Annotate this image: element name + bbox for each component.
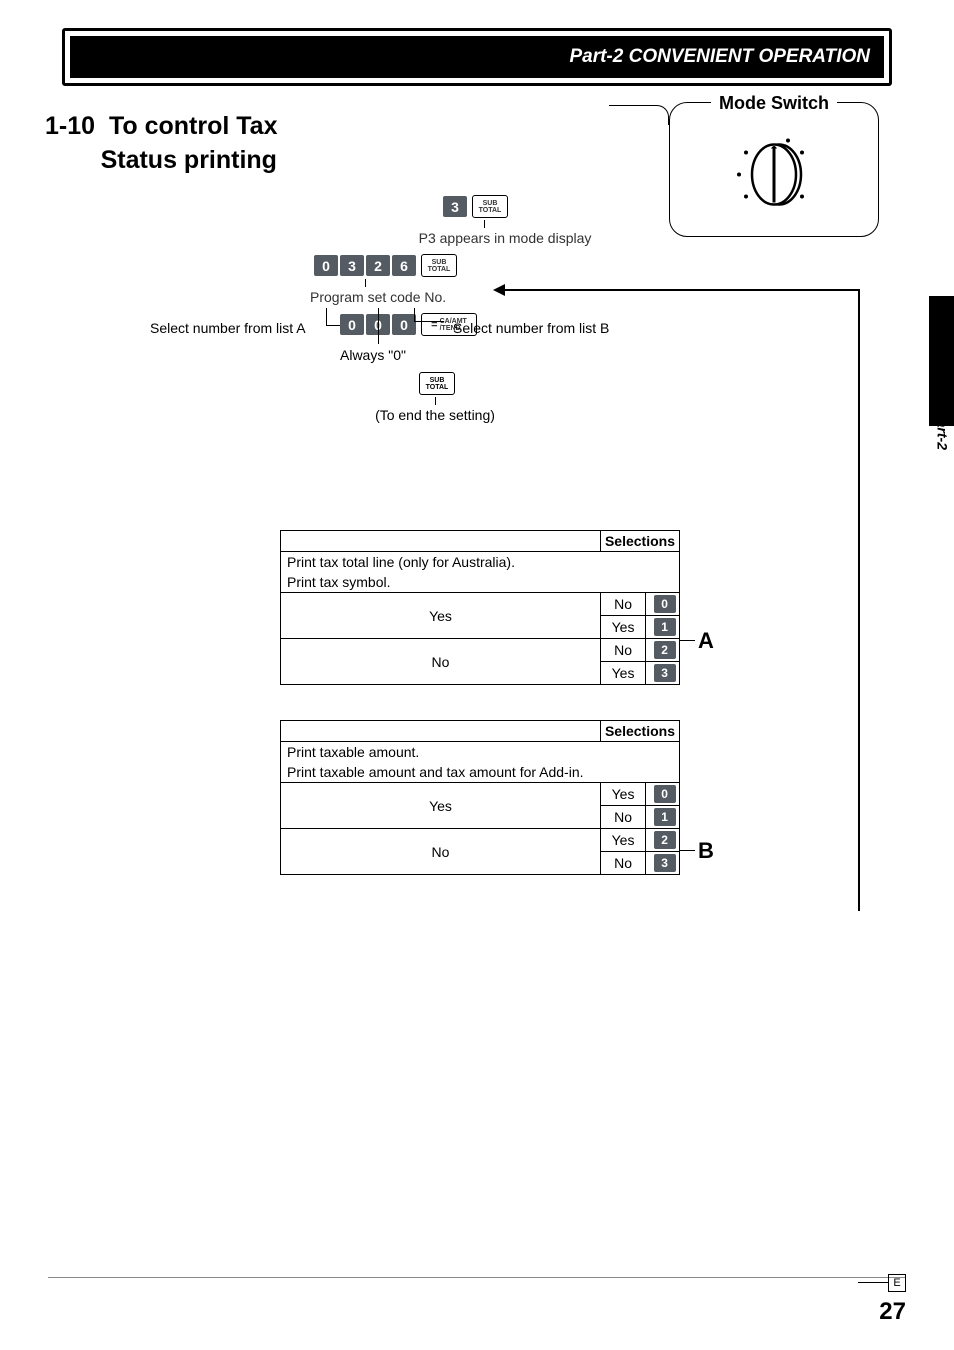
annot-always-0: Always "0" xyxy=(340,347,406,363)
subtotal-key-2: SUB TOTAL xyxy=(421,254,457,277)
letter-a: A xyxy=(698,628,714,654)
bracket-b xyxy=(414,308,444,322)
arrow-vert xyxy=(858,289,860,911)
key-3b: 3 xyxy=(340,255,364,276)
subtotal-key: SUB TOTAL xyxy=(472,195,508,218)
letter-b: B xyxy=(698,838,714,864)
tableA-sel-header: Selections xyxy=(600,531,679,552)
annot-list-b: Select number from list B xyxy=(453,320,609,336)
table-b: Selections Print taxable amount. Print t… xyxy=(280,720,680,875)
annot-list-a: Select number from list A xyxy=(150,320,306,336)
end-caption: (To end the setting) xyxy=(335,407,535,423)
subtotal-key-3: SUB TOTAL xyxy=(419,372,455,395)
step2-caption: Program set code No. xyxy=(310,289,800,305)
side-label: Part-2 xyxy=(935,410,951,450)
tableA-h2: Print tax symbol. xyxy=(281,572,680,593)
tableB-sel-header: Selections xyxy=(600,721,679,742)
arrow-icon xyxy=(495,289,555,291)
header-bar: Part-2 CONVENIENT OPERATION xyxy=(70,36,884,78)
side-tab xyxy=(929,296,954,426)
footer-line xyxy=(48,1277,906,1278)
key-0d: 0 xyxy=(392,314,416,335)
sub-bot: TOTAL xyxy=(479,207,502,214)
table-a: Selections Print tax total line (only fo… xyxy=(280,530,680,685)
page-number: 27 xyxy=(879,1298,906,1326)
footer-e: E xyxy=(888,1274,906,1292)
section-heading: 1-10 To control Tax Status printing xyxy=(45,110,277,178)
heading-num: 1-10 xyxy=(45,112,95,140)
tableA-r1-main: No xyxy=(281,639,601,685)
sub-top: SUB xyxy=(483,200,498,207)
key-0b: 0 xyxy=(340,314,364,335)
key-3: 3 xyxy=(443,196,467,217)
key-0: 0 xyxy=(314,255,338,276)
end-block: SUB TOTAL (To end the setting) xyxy=(335,372,535,423)
mode-switch-label: Mode Switch xyxy=(711,93,837,114)
key-2: 2 xyxy=(366,255,390,276)
heading-line2: Status printing xyxy=(101,146,277,174)
key-6: 6 xyxy=(392,255,416,276)
mode-switch-connector xyxy=(609,105,669,125)
flow-diagram: 3 SUB TOTAL P3 appears in mode display 0… xyxy=(150,195,800,338)
tableA-r0-main: Yes xyxy=(281,593,601,639)
header-title: Part-2 CONVENIENT OPERATION xyxy=(569,46,870,68)
tableB-h2: Print taxable amount and tax amount for … xyxy=(281,762,680,783)
tableB-r0-main: Yes xyxy=(281,783,601,829)
tableB-r1-main: No xyxy=(281,829,601,875)
step1-caption: P3 appears in mode display xyxy=(210,230,800,246)
bracket-a xyxy=(326,308,340,326)
arrow-line xyxy=(555,289,860,291)
tableA-h1: Print tax total line (only for Australia… xyxy=(281,552,680,573)
letter-a-line xyxy=(680,640,695,641)
heading-line1: To control Tax xyxy=(109,112,278,140)
letter-b-line xyxy=(680,850,695,851)
bracket-mid xyxy=(378,308,379,344)
tableB-h1: Print taxable amount. xyxy=(281,742,680,763)
footer-e-line xyxy=(858,1282,888,1283)
